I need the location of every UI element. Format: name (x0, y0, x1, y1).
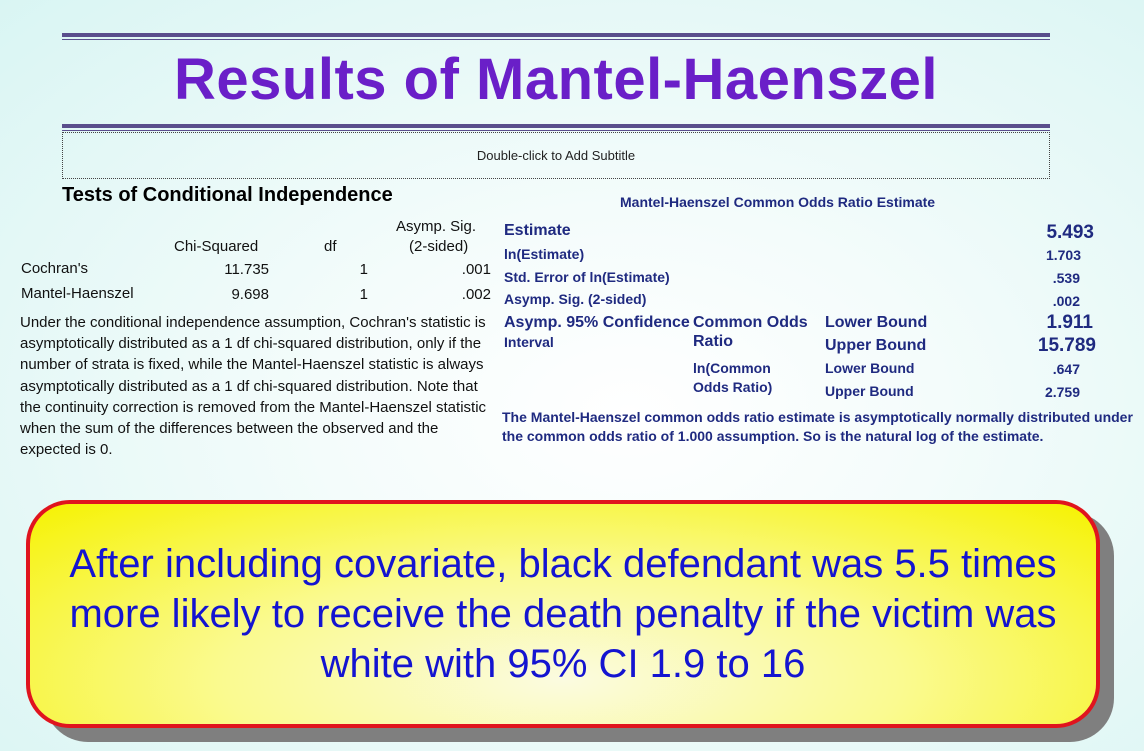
mh-df-value: 1 (359, 286, 368, 303)
col-header-sig-line1: Asymp. Sig. (396, 218, 477, 235)
or-upper-bound-value: 15.789 (1037, 335, 1096, 356)
ln-lower-bound-value: .647 (1052, 361, 1080, 377)
subtitle-placeholder[interactable]: Double-click to Add Subtitle (62, 132, 1050, 179)
top-rule (62, 33, 1050, 40)
cochrans-sig-value: .001 (461, 261, 491, 278)
or-lower-bound-label: Lower Bound (825, 314, 928, 331)
ln-estimate-value: 1.703 (1045, 247, 1081, 263)
asymp-sig-label: Asymp. Sig. (2-sided) (504, 291, 647, 307)
ln-lower-bound-label: Lower Bound (825, 360, 915, 376)
mh-chi-value: 9.698 (231, 286, 269, 303)
row-label-cochrans: Cochran's (21, 260, 89, 277)
col-header-df: df (324, 238, 337, 255)
ln-estimate-label: ln(Estimate) (504, 246, 585, 262)
right-table-heading: Mantel-Haenszel Common Odds Ratio Estima… (620, 194, 936, 210)
ln-common-label-line1: ln(Common (693, 360, 771, 376)
or-lower-bound-value: 1.911 (1046, 312, 1094, 333)
col-header-sig-line2: (2-sided) (409, 238, 469, 255)
col-header-chi-squared: Chi-Squared (174, 238, 259, 255)
cochrans-df-value: 1 (359, 261, 368, 278)
subtitle-placeholder-text: Double-click to Add Subtitle (476, 148, 636, 163)
left-table-footnote: Under the conditional independence assum… (20, 314, 487, 459)
ci-label-line2: Interval (504, 334, 554, 350)
ci-label-line1: Asymp. 95% Confidence (504, 314, 690, 331)
ln-common-label-line2: Odds Ratio) (693, 379, 773, 395)
ln-upper-bound-value: 2.759 (1044, 384, 1080, 400)
asymp-sig-value: .002 (1052, 293, 1080, 309)
summary-callout: After including covariate, black defenda… (26, 500, 1100, 728)
right-table-footnote: The Mantel-Haenszel common odds ratio es… (502, 409, 1133, 444)
estimate-label: Estimate (504, 222, 571, 239)
std-error-value: .539 (1052, 270, 1080, 286)
ln-upper-bound-label: Upper Bound (825, 383, 914, 399)
title-underline-rule (62, 124, 1050, 131)
estimate-value: 5.493 (1046, 222, 1094, 243)
left-table-heading: Tests of Conditional Independence (62, 184, 393, 206)
mh-sig-value: .002 (461, 286, 491, 303)
std-error-label: Std. Error of ln(Estimate) (504, 269, 670, 285)
common-odds-label-line1: Common Odds (693, 314, 808, 331)
or-upper-bound-label: Upper Bound (825, 337, 927, 354)
row-label-mantel-haenszel: Mantel-Haenszel (21, 285, 134, 302)
common-odds-label-line2: Ratio (693, 333, 733, 350)
cochrans-chi-value: 11.735 (224, 261, 269, 278)
callout-text: After including covariate, black defenda… (69, 542, 1057, 686)
slide-title: Results of Mantel-Haenszel (174, 47, 938, 112)
